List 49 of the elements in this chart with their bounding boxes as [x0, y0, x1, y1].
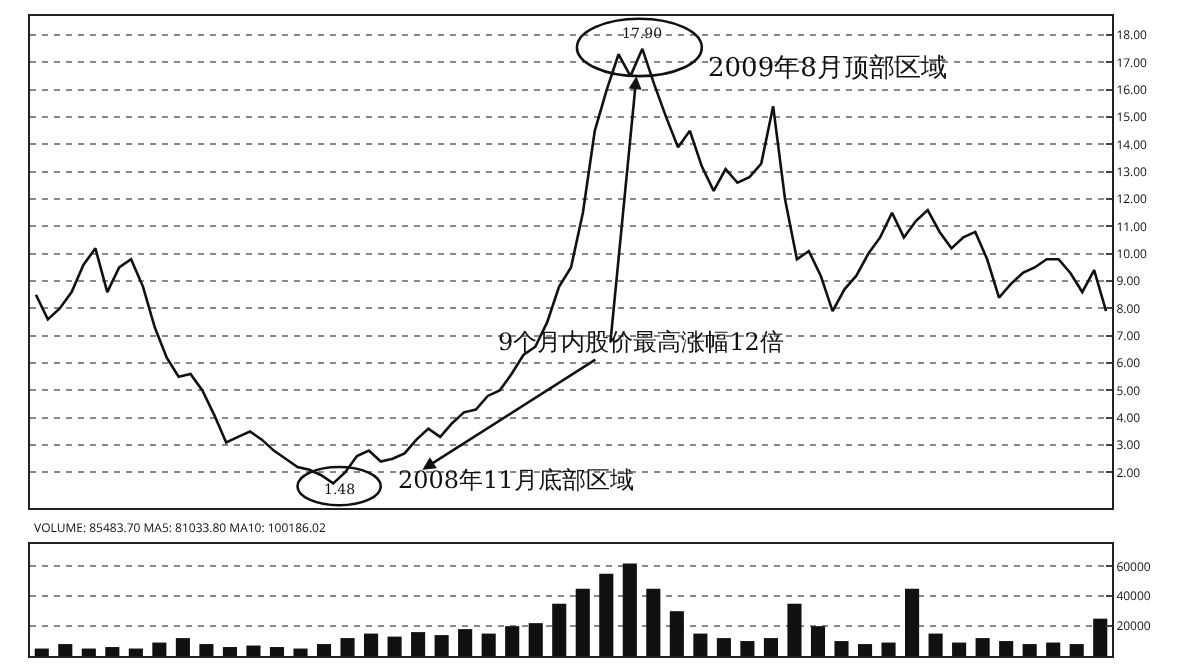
- bar: [669, 611, 684, 656]
- bar: [246, 645, 261, 656]
- bar: [810, 626, 826, 656]
- bar: [622, 563, 637, 656]
- annotation: 9个月内股价最高涨幅12倍: [498, 328, 784, 356]
- bar: [1093, 618, 1108, 656]
- bar: [1046, 642, 1061, 656]
- bar: [364, 633, 379, 656]
- bar: [975, 638, 990, 656]
- bar: [905, 588, 920, 656]
- bar: [857, 644, 873, 656]
- bar: [599, 573, 614, 656]
- bar: [881, 642, 896, 656]
- annotation: 2009年8月顶部区域: [708, 54, 947, 84]
- bar: [387, 636, 402, 656]
- bar: [316, 644, 332, 656]
- bar: [693, 633, 708, 656]
- bar: [34, 648, 49, 656]
- bar: [269, 647, 285, 656]
- bar: [411, 632, 426, 656]
- bar: [952, 642, 967, 656]
- bar: [716, 638, 731, 656]
- bar: [481, 633, 496, 656]
- bar: [58, 644, 73, 656]
- bar: [128, 648, 143, 656]
- bar: [340, 638, 355, 656]
- bar: [199, 644, 214, 656]
- bar: [152, 642, 167, 656]
- annotation: 2008年11月底部区域: [398, 466, 634, 494]
- bar: [787, 603, 802, 656]
- bar: [1022, 644, 1037, 656]
- bar: [293, 648, 308, 656]
- bar: [646, 588, 661, 656]
- bar: [222, 647, 237, 656]
- bar: [175, 638, 190, 656]
- bar: [1069, 644, 1084, 656]
- bar: [505, 626, 520, 656]
- bar: [81, 648, 96, 656]
- bar: [575, 588, 590, 656]
- bar: [928, 633, 943, 656]
- bar: [458, 629, 473, 656]
- bar: [763, 638, 778, 656]
- bar: [834, 641, 849, 656]
- bar: [999, 641, 1014, 656]
- bar: [105, 647, 120, 656]
- bar: [434, 635, 449, 656]
- bar: [740, 641, 755, 656]
- bar: [528, 623, 543, 656]
- bar: [552, 603, 567, 656]
